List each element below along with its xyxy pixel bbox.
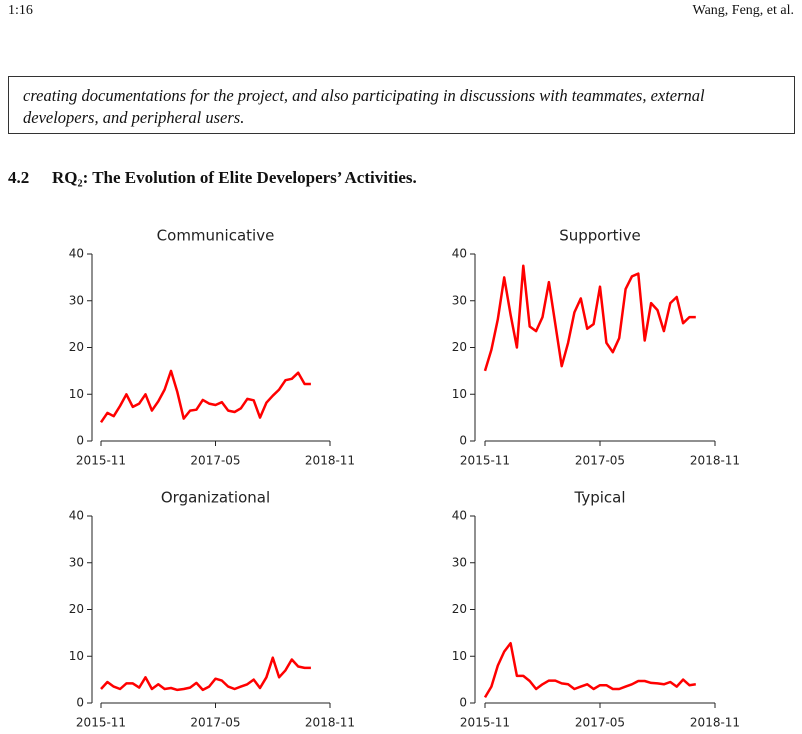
data-line bbox=[483, 264, 696, 372]
data-line bbox=[99, 369, 311, 424]
y-tick-label: 10 bbox=[69, 649, 84, 663]
y-tick-label: 30 bbox=[69, 293, 84, 307]
x-tick-label: 2018-11 bbox=[305, 716, 355, 730]
x-tick-label: 2015-11 bbox=[460, 716, 510, 730]
y-tick-label: 30 bbox=[452, 555, 467, 569]
x-tick-label: 2017-05 bbox=[575, 716, 625, 730]
data-line bbox=[100, 656, 311, 692]
section-heading: 4.2 RQ₂: The Evolution of Elite Developer… bbox=[8, 168, 417, 188]
y-tick-label: 30 bbox=[69, 555, 84, 569]
y-tick-label: 10 bbox=[69, 387, 84, 401]
chart-title: Organizational bbox=[161, 489, 270, 507]
chart-title: Supportive bbox=[559, 227, 641, 245]
chart-title: Typical bbox=[574, 489, 626, 507]
x-tick-label: 2017-05 bbox=[575, 454, 625, 468]
x-tick-label: 2017-05 bbox=[190, 454, 240, 468]
y-tick-label: 10 bbox=[452, 649, 467, 663]
x-tick-label: 2015-11 bbox=[460, 454, 510, 468]
x-tick-label: 2018-11 bbox=[690, 716, 740, 730]
y-tick-label: 20 bbox=[452, 340, 467, 354]
data-line bbox=[483, 641, 696, 699]
x-tick-label: 2018-11 bbox=[305, 454, 355, 468]
y-tick-label: 10 bbox=[452, 387, 467, 401]
page-number: 1:16 bbox=[8, 3, 33, 18]
y-tick-label: 0 bbox=[76, 434, 84, 448]
running-head: Wang, Feng, et al. bbox=[692, 3, 794, 18]
section-number: 4.2 bbox=[8, 168, 30, 187]
finding-box: creating documentations for the project,… bbox=[8, 76, 795, 134]
x-tick-label: 2018-11 bbox=[690, 454, 740, 468]
chart-title: Communicative bbox=[157, 227, 275, 245]
y-tick-label: 20 bbox=[69, 602, 84, 616]
x-tick-label: 2015-11 bbox=[76, 716, 126, 730]
y-tick-label: 40 bbox=[452, 247, 467, 261]
x-tick-label: 2015-11 bbox=[76, 454, 126, 468]
y-tick-label: 20 bbox=[69, 340, 84, 354]
y-tick-label: 40 bbox=[452, 509, 467, 523]
x-tick-label: 2017-05 bbox=[190, 716, 240, 730]
y-tick-label: 30 bbox=[452, 293, 467, 307]
y-tick-label: 0 bbox=[76, 696, 84, 710]
section-title: RQ₂: The Evolution of Elite Developers’ … bbox=[52, 168, 417, 187]
y-tick-label: 40 bbox=[69, 509, 84, 523]
y-tick-label: 40 bbox=[69, 247, 84, 261]
y-tick-label: 20 bbox=[452, 602, 467, 616]
y-tick-label: 0 bbox=[459, 434, 467, 448]
y-tick-label: 0 bbox=[459, 696, 467, 710]
